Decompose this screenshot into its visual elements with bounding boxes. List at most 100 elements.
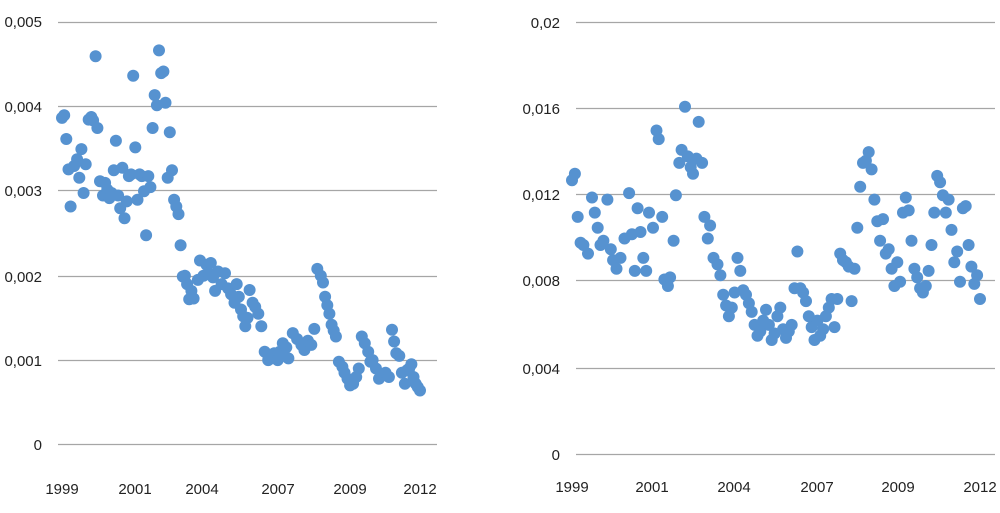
data-point [954, 275, 966, 288]
data-point [75, 143, 88, 156]
y-tick-label: 0,016 [522, 101, 560, 118]
data-point [911, 271, 924, 284]
y-tick-label: 0,004 [522, 361, 560, 378]
data-point [877, 213, 889, 226]
y-tick-label: 0,005 [4, 14, 42, 31]
data-point [597, 234, 610, 247]
data-point [854, 180, 867, 193]
data-point [962, 239, 975, 251]
data-point [252, 307, 265, 320]
data-point [945, 223, 958, 236]
data-point [118, 212, 131, 225]
data-point [679, 100, 691, 113]
y-tick-label: 0,003 [4, 183, 42, 200]
data-point [862, 146, 875, 159]
data-point [140, 229, 153, 242]
x-tick-label: 2009 [881, 479, 914, 496]
data-point [305, 338, 318, 351]
data-point [586, 191, 598, 204]
data-point [704, 219, 717, 232]
data-point [928, 206, 941, 219]
data-point [817, 323, 830, 336]
x-tick-label: 2004 [185, 481, 218, 498]
x-axis-labels: 1999 2001 2004 2007 2009 2012 [45, 481, 436, 498]
data-point [791, 245, 804, 258]
y-axis-labels: 0,02 0,016 0,012 0,008 0,004 0 [522, 15, 560, 464]
data-point [785, 318, 798, 331]
data-point [637, 251, 650, 264]
x-tick-label: 1999 [45, 481, 78, 498]
data-point [734, 264, 747, 277]
data-point [172, 208, 185, 221]
data-point [942, 193, 955, 206]
data-point [187, 292, 200, 305]
data-point [232, 290, 245, 303]
data-point [754, 325, 767, 338]
data-point [664, 271, 677, 284]
data-point [255, 320, 268, 333]
x-tick-label: 2012 [963, 479, 996, 496]
data-point [831, 293, 844, 305]
data-point [388, 335, 401, 348]
data-point [148, 89, 161, 102]
data-point [131, 193, 144, 206]
left-chart-canvas: 0,005 0,004 0,003 0,002 0,001 0 1999 200… [4, 14, 437, 498]
x-tick-label: 2001 [118, 481, 151, 498]
data-point [610, 262, 623, 275]
data-point [882, 243, 895, 256]
data-point [868, 193, 881, 206]
y-axis-labels: 0,005 0,004 0,003 0,002 0,001 0 [4, 14, 42, 454]
x-tick-label: 2007 [261, 481, 294, 498]
data-point [60, 133, 73, 145]
x-tick-label: 1999 [555, 479, 588, 496]
data-point [323, 307, 336, 320]
y-tick-label: 0,012 [522, 187, 560, 204]
left-scatter-chart: 0,005 0,004 0,003 0,002 0,001 0 1999 200… [4, 14, 437, 498]
data-point [623, 187, 636, 200]
data-point [163, 126, 176, 139]
data-point [939, 206, 952, 219]
y-tick-label: 0,004 [4, 99, 42, 116]
data-point [948, 256, 961, 269]
data-point [120, 195, 133, 208]
data-point [762, 318, 775, 331]
data-point [157, 65, 170, 78]
data-point [109, 134, 122, 147]
data-point [582, 247, 594, 260]
data-point [159, 96, 172, 109]
data-point [568, 167, 581, 180]
data-point [714, 269, 727, 282]
data-point [125, 168, 137, 181]
data-point [647, 221, 659, 234]
x-tick-label: 2007 [800, 479, 833, 496]
data-point [865, 163, 878, 176]
data-point [974, 293, 986, 305]
x-axis-labels: 1999 2001 2004 2007 2009 2012 [555, 479, 996, 496]
data-point [601, 193, 614, 206]
right-chart-canvas: 0,02 0,016 0,012 0,008 0,004 0 1999 2001… [522, 15, 996, 496]
data-point [614, 251, 627, 264]
data-point [282, 352, 295, 365]
data-point [925, 239, 938, 251]
data-point [845, 295, 858, 308]
y-tick-label: 0,002 [4, 269, 42, 286]
data-point [174, 239, 187, 252]
data-point [73, 171, 86, 184]
data-point [77, 187, 90, 199]
data-point [142, 170, 155, 183]
data-point [79, 158, 92, 171]
data-point [89, 50, 102, 63]
data-point [280, 341, 293, 354]
data-point [673, 156, 686, 169]
data-point [129, 141, 142, 154]
data-point [717, 288, 730, 301]
y-tick-label: 0 [34, 437, 42, 454]
data-point [711, 258, 724, 271]
data-point [745, 305, 758, 318]
y-tick-label: 0 [552, 447, 560, 464]
data-point [64, 200, 77, 213]
data-point [652, 133, 665, 146]
y-tick-label: 0,02 [531, 15, 560, 32]
data-point [604, 243, 617, 256]
data-point [153, 44, 165, 57]
